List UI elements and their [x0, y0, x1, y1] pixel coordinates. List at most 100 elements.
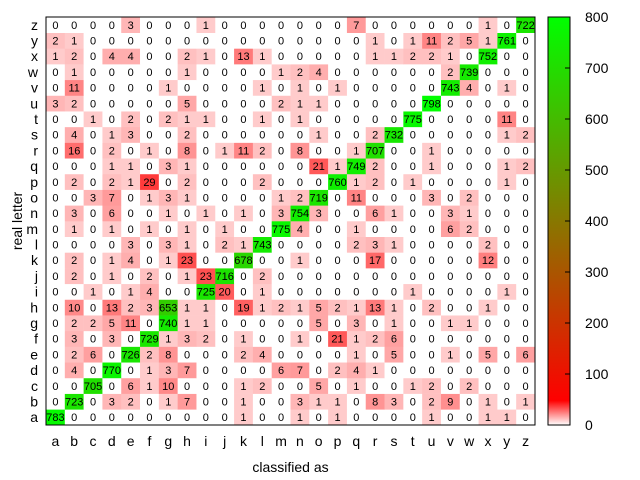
heatmap-cell [290, 142, 310, 159]
heatmap-cell [102, 346, 122, 363]
heatmap-cell [177, 409, 197, 426]
cell-value-label: 0 [447, 161, 453, 173]
cell-value-label: 1 [504, 130, 510, 142]
heatmap-cell [140, 268, 160, 285]
cell-value-label: 0 [391, 412, 397, 424]
heatmap-cell [158, 221, 178, 237]
heatmap-cell [46, 393, 66, 410]
cell-value-label: 0 [222, 381, 228, 393]
heatmap-cell [365, 205, 385, 222]
heatmap-cell [196, 252, 216, 269]
heatmap-cell [290, 268, 310, 285]
cell-value-label: 0 [109, 36, 115, 48]
heatmap-cell [196, 142, 216, 159]
cell-value-label: 0 [71, 192, 77, 204]
y-tick-label: f [34, 331, 38, 347]
cell-value-label: 0 [504, 396, 510, 408]
heatmap-cell [478, 346, 498, 363]
heatmap-cell [215, 221, 235, 237]
cell-value-label: 0 [428, 67, 434, 79]
cell-value-label: 0 [90, 224, 96, 236]
x-tick-label: l [261, 433, 264, 449]
cell-value-label: 0 [353, 67, 359, 79]
cell-value-label: 775 [404, 114, 422, 126]
cell-value-label: 0 [428, 208, 434, 220]
cell-value-label: 1 [316, 98, 322, 110]
heatmap-cell [158, 173, 178, 190]
heatmap-cell [290, 158, 310, 175]
cell-value-label: 0 [523, 240, 529, 252]
heatmap-cell [328, 346, 348, 363]
cell-value-label: 0 [297, 161, 303, 173]
cell-value-label: 0 [410, 98, 416, 110]
heatmap-cell [271, 409, 291, 426]
heatmap-cell [384, 142, 404, 159]
heatmap-cell [83, 330, 103, 347]
cell-value-label: 0 [259, 36, 265, 48]
cell-value-label: 0 [316, 334, 322, 346]
cell-value-label: 3 [165, 161, 171, 173]
cell-value-label: 6 [447, 224, 453, 236]
cell-value-label: 1 [353, 381, 359, 393]
heatmap-cell [384, 64, 404, 81]
cell-value-label: 0 [240, 161, 246, 173]
heatmap-cell [384, 299, 404, 316]
heatmap-cell [384, 221, 404, 237]
heatmap-cell [102, 315, 122, 332]
heatmap-cell [64, 362, 84, 379]
cell-value-label: 0 [259, 192, 265, 204]
cell-value-label: 7 [184, 365, 190, 377]
cell-value-label: 2 [466, 224, 472, 236]
heatmap-cell [215, 283, 235, 300]
cell-value-label: 0 [203, 67, 209, 79]
cell-value-label: 0 [485, 98, 491, 110]
x-tick-label: u [428, 433, 436, 449]
heatmap-cell [234, 95, 254, 112]
cell-value-label: 0 [222, 83, 228, 95]
cell-value-label: 0 [52, 130, 58, 142]
heatmap-cell [271, 252, 291, 269]
heatmap-cell [196, 189, 216, 206]
heatmap-cell [83, 315, 103, 332]
heatmap-cell [271, 268, 291, 285]
cell-value-label: 3 [128, 20, 134, 32]
cell-value-label: 0 [410, 130, 416, 142]
cell-value-label: 0 [504, 240, 510, 252]
heatmap-cell [121, 377, 141, 394]
cell-value-label: 1 [410, 177, 416, 189]
cell-value-label: 0 [222, 208, 228, 220]
cell-value-label: 0 [485, 224, 491, 236]
heatmap-cell [403, 283, 423, 300]
cell-value-label: 2 [71, 51, 77, 63]
cell-value-label: 0 [410, 83, 416, 95]
cell-value-label: 0 [466, 302, 472, 314]
cell-value-label: 0 [240, 130, 246, 142]
heatmap-cell [346, 64, 367, 81]
cell-value-label: 2 [278, 98, 284, 110]
heatmap-cell [121, 95, 141, 112]
cell-value-label: 0 [259, 412, 265, 424]
heatmap-cell [64, 79, 84, 96]
heatmap-cells: 783 0 0 0 0 0 0 0 0 0 1 0 0 1 0 1 0 0 0 0 1 0 0 1 1 00 723 0 3 2 0 1 7 0 0… [46, 17, 536, 426]
heatmap-cell [196, 48, 216, 65]
cell-value-label: 0 [90, 36, 96, 48]
cell-value-label: 0 [372, 287, 378, 299]
x-tick-label: m [275, 433, 287, 449]
cell-value-label: 0 [278, 240, 284, 252]
heatmap-cell [309, 393, 329, 410]
heatmap-cell [459, 111, 479, 128]
cell-value-label: 0 [410, 302, 416, 314]
heatmap-cell [215, 48, 235, 65]
cell-value-label: 2 [372, 334, 378, 346]
cell-value-label: 0 [184, 208, 190, 220]
heatmap-cell [83, 32, 103, 49]
cell-value-label: 0 [523, 83, 529, 95]
cell-value-label: 4 [466, 83, 472, 95]
cell-value-label: 0 [372, 271, 378, 283]
cell-value-label: 0 [90, 208, 96, 220]
cell-value-label: 752 [479, 51, 497, 63]
cell-value-label: 1 [278, 67, 284, 79]
heatmap-cell [140, 142, 160, 159]
cell-value-label: 0 [334, 192, 340, 204]
heatmap-cell [516, 173, 536, 190]
